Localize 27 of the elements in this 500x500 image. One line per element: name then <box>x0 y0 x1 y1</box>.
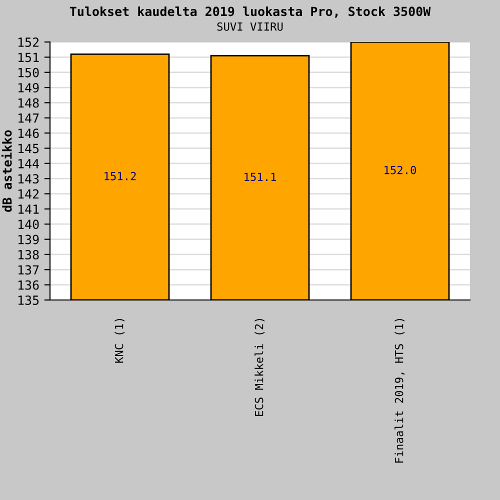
y-tick-label: 147 <box>18 114 39 123</box>
y-tick-label: 145 <box>18 144 39 154</box>
y-tick-label: 149 <box>18 83 39 92</box>
x-tick-label: Finaalit 2019, HTS (1) <box>394 318 405 463</box>
y-tick-label: 143 <box>18 174 39 184</box>
y-tick-label: 146 <box>18 128 39 138</box>
data-label: 151.2 <box>104 172 136 180</box>
y-tick-label: 148 <box>18 98 39 108</box>
data-label: 151.1 <box>244 172 276 182</box>
x-tick-label: ECS Mikkeli (2) <box>254 318 265 416</box>
y-tick-label: 138 <box>18 250 39 260</box>
y-tick-label: 142 <box>18 189 39 199</box>
y-tick-label: 144 <box>18 159 39 168</box>
y-tick-label: 141 <box>18 204 39 214</box>
y-tick-label: 139 <box>18 234 39 244</box>
y-tick-label: 151 <box>18 52 39 62</box>
y-axis-title: dB asteikko <box>1 130 12 212</box>
data-label: 152.0 <box>384 166 416 174</box>
y-tick-label: 136 <box>18 280 39 290</box>
y-tick-label: 152 <box>18 38 39 47</box>
y-tick-label: 150 <box>18 68 39 78</box>
chart-subtitle: SUVI VIIRU <box>217 22 283 31</box>
x-tick-label: KNC (1) <box>114 318 125 363</box>
y-tick-label: 140 <box>18 220 39 230</box>
y-tick-label: 137 <box>18 265 39 275</box>
y-tick-label: 135 <box>18 296 39 305</box>
chart-title: Tulokset kaudelta 2019 luokasta Pro, Stock 3500W <box>70 6 431 18</box>
